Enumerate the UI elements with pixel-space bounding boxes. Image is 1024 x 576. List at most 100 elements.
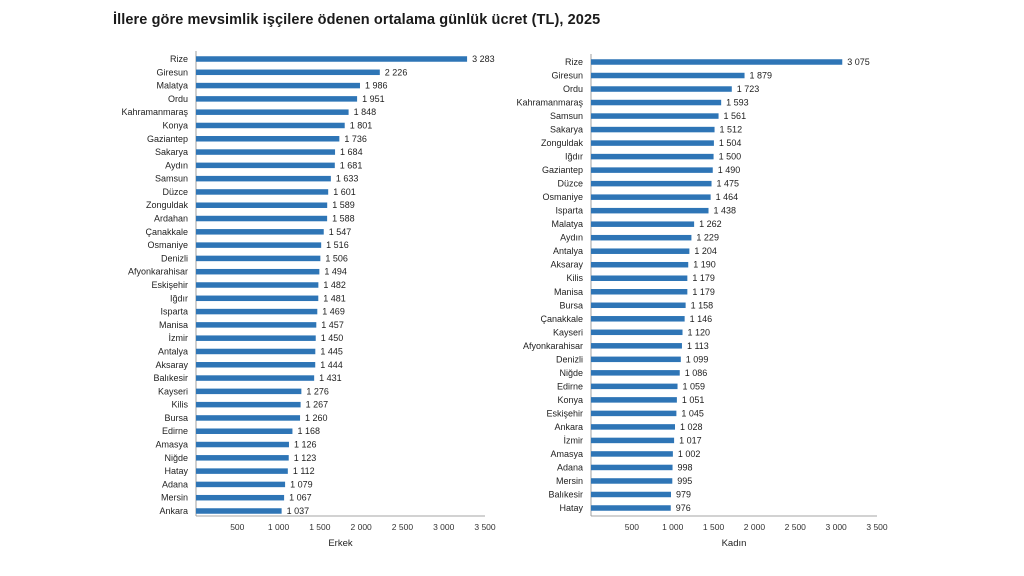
bar — [196, 308, 318, 315]
bar — [591, 207, 709, 214]
bar — [196, 229, 324, 235]
value-label: 1 951 — [362, 94, 385, 104]
value-label: 1 457 — [321, 320, 344, 330]
value-label: 1 481 — [323, 293, 346, 303]
category-label: Aydın — [165, 160, 188, 170]
bar — [591, 383, 678, 390]
value-label: 1 445 — [320, 346, 343, 356]
bar — [196, 401, 301, 408]
value-label: 1 512 — [720, 125, 743, 135]
x-tick-label: 2 000 — [351, 522, 373, 532]
category-label: Kahramanmaraş — [121, 107, 188, 117]
category-label: Ardahan — [154, 214, 188, 224]
value-label: 1 079 — [290, 479, 313, 489]
category-label: İzmir — [169, 333, 189, 343]
erkek-panel: Rize 3 283 Giresun 2 226 Malatya 1 986 Ordu 1 9… — [121, 51, 496, 549]
value-label: 1 469 — [322, 307, 345, 317]
x-axis-label: Erkek — [328, 538, 353, 549]
category-label: Hatay — [559, 503, 583, 513]
value-label: 976 — [676, 503, 691, 513]
value-label: 1 547 — [329, 227, 352, 237]
bar — [591, 424, 676, 430]
category-label: Kilis — [566, 273, 583, 283]
value-label: 979 — [676, 489, 691, 499]
bar — [591, 289, 688, 295]
value-label: 1 067 — [289, 493, 312, 503]
value-label: 1 260 — [305, 413, 328, 423]
bar — [591, 343, 682, 349]
category-label: Kilis — [171, 400, 188, 410]
value-label: 1 561 — [724, 111, 747, 121]
chart-title: İllere göre mevsimlik işçilere ödenen or… — [113, 12, 601, 28]
value-label: 1 037 — [287, 506, 310, 516]
bar — [196, 215, 328, 222]
category-label: Amasya — [155, 440, 188, 450]
category-label: Çanakkale — [540, 314, 583, 324]
bar — [196, 149, 336, 155]
category-label: Niğde — [559, 368, 583, 378]
bar — [196, 175, 331, 182]
bar — [196, 162, 335, 169]
value-label: 1 494 — [324, 267, 347, 277]
category-label: Gaziantep — [542, 165, 583, 175]
category-label: Zonguldak — [146, 200, 189, 210]
value-label: 1 601 — [333, 187, 356, 197]
value-label: 1 482 — [323, 280, 346, 290]
category-label: Samsun — [155, 174, 188, 184]
value-label: 1 681 — [340, 160, 363, 170]
bar — [196, 481, 286, 488]
value-label: 1 168 — [297, 426, 320, 436]
x-axis-label: Kadın — [722, 538, 747, 549]
bar — [591, 167, 713, 173]
category-label: Edirne — [557, 381, 583, 391]
bar — [591, 370, 680, 376]
bar — [591, 113, 719, 119]
category-label: Bursa — [559, 300, 583, 310]
x-tick-label: 500 — [230, 522, 244, 532]
category-label: Denizli — [556, 354, 583, 364]
x-tick-label: 2 500 — [785, 522, 807, 532]
value-label: 1 593 — [726, 98, 749, 108]
category-label: Hatay — [164, 466, 188, 476]
category-label: Düzce — [557, 179, 583, 189]
category-label: Konya — [557, 395, 583, 405]
value-label: 1 051 — [682, 395, 705, 405]
value-label: 1 588 — [332, 214, 355, 224]
category-label: Rize — [170, 54, 188, 64]
bar — [196, 375, 315, 381]
bar — [196, 96, 358, 102]
value-label: 1 500 — [719, 152, 742, 162]
value-label: 1 113 — [687, 341, 709, 351]
category-label: Malatya — [156, 81, 188, 91]
category-label: Sakarya — [550, 125, 583, 135]
value-label: 1 179 — [692, 287, 715, 297]
value-label: 1 516 — [326, 240, 349, 250]
value-label: 1 444 — [320, 360, 343, 370]
bar — [196, 69, 380, 76]
value-label: 1 190 — [693, 260, 716, 270]
value-label: 1 179 — [692, 273, 715, 283]
bar — [196, 335, 316, 341]
category-label: Balıkesir — [548, 489, 583, 499]
category-label: Amasya — [550, 449, 583, 459]
category-label: Isparta — [555, 206, 583, 216]
x-tick-label: 3 000 — [826, 522, 848, 532]
bar — [196, 56, 468, 62]
category-label: Eskişehir — [151, 280, 188, 290]
category-label: Osmaniye — [147, 240, 188, 250]
bar — [591, 329, 683, 336]
category-label: Kayseri — [158, 386, 188, 396]
bar — [591, 99, 722, 106]
bar — [591, 234, 692, 241]
category-label: İzmir — [564, 435, 584, 445]
x-tick-label: 2 500 — [392, 522, 414, 532]
value-label: 1 589 — [332, 200, 355, 210]
category-label: Afyonkarahisar — [523, 341, 583, 351]
category-label: Düzce — [162, 187, 188, 197]
x-tick-label: 1 000 — [268, 522, 290, 532]
bar — [196, 508, 282, 514]
value-label: 1 801 — [350, 120, 373, 130]
category-label: Adana — [557, 462, 583, 472]
bar — [196, 494, 285, 501]
